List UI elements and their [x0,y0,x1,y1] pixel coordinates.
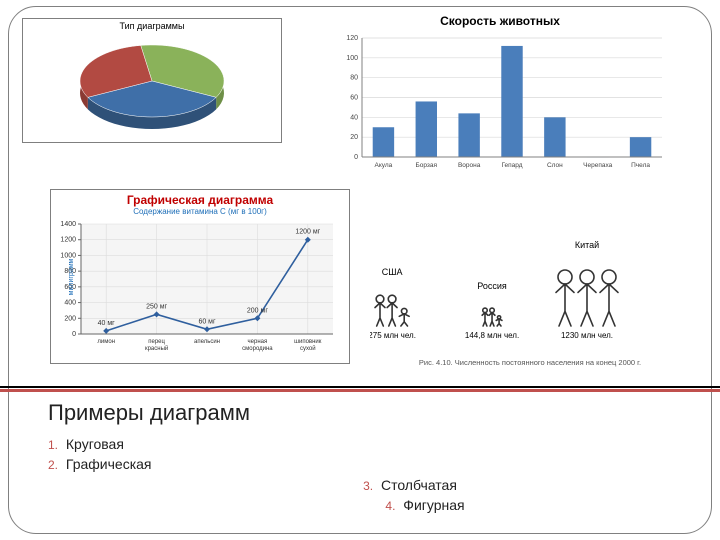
line-chart: 0200400600800100012001400лимонперецкрасн… [51,218,343,358]
svg-text:80: 80 [350,75,358,82]
svg-text:250 мг: 250 мг [146,303,167,310]
separator-line-bottom [0,389,720,392]
svg-text:60: 60 [350,95,358,102]
svg-text:0: 0 [354,154,358,161]
pie-title: Тип диаграммы [23,21,281,31]
list-item-label: Круговая [62,436,124,452]
svg-text:США: США [382,267,403,277]
svg-text:275 млн чел.: 275 млн чел. [370,331,416,340]
bar-title: Скорость животных [330,14,670,28]
list-item: 2. Графическая [48,454,672,474]
svg-text:144,8 млн чел.: 144,8 млн чел. [465,331,519,340]
line-y-axis-label: милиграмм [68,258,75,295]
line-chart-panel: Графическая диаграмма Содержание витамин… [50,189,350,364]
svg-text:Черепаха: Черепаха [583,162,612,169]
pictogram-caption: Рис. 4.10. Численность постоянного насел… [370,358,690,367]
list-item: 3. Столбчатая [48,475,672,495]
svg-text:Ворона: Ворона [458,162,481,169]
svg-text:шиповник: шиповник [294,339,322,345]
svg-text:красный: красный [145,345,168,352]
svg-text:Пчела: Пчела [631,162,650,169]
svg-text:400: 400 [64,300,76,307]
svg-text:Акула: Акула [375,162,393,169]
pictogram-panel: США 275 млн чел. Россия 144,8 млн чел. Китай… [370,194,690,369]
text-region: Примеры диаграмм 1. Круговая2. Графическ… [48,400,672,516]
svg-text:черная: черная [248,339,268,345]
bar-chart-panel: Скорость животных 0 20 40 60 80 100 120 Акула Бо… [330,14,670,179]
line-subtitle: Содержание витамина С (мг в 100г) [51,207,349,216]
svg-text:200: 200 [64,315,76,322]
list-item-label: Фигурная [399,497,464,513]
svg-text:Слон: Слон [547,162,563,169]
list-item: 4. Фигурная [48,495,672,515]
pie-chart [47,33,257,133]
bar-chart: 0 20 40 60 80 100 120 Акула Борзая Ворона Гепард Сл… [330,32,670,177]
svg-text:40: 40 [350,114,358,121]
svg-text:1200: 1200 [60,237,76,244]
line-title: Графическая диаграмма [51,193,349,207]
svg-text:Борзая: Борзая [416,162,438,169]
svg-text:апельсин: апельсин [194,339,220,345]
separator-rule [0,386,720,392]
svg-text:1200 мг: 1200 мг [295,229,320,236]
pie-chart-panel: Тип диаграммы [22,18,282,143]
main-title: Примеры диаграмм [48,400,672,426]
list-item: 1. Круговая [48,434,672,454]
svg-text:40 мг: 40 мг [98,320,116,327]
svg-text:20: 20 [350,134,358,141]
svg-text:60 мг: 60 мг [198,318,216,325]
svg-text:Россия: Россия [477,281,507,291]
list-item-label: Столбчатая [377,477,457,493]
svg-text:200 мг: 200 мг [247,307,268,314]
svg-text:перец: перец [148,339,165,345]
svg-text:120: 120 [346,35,358,42]
svg-text:лимон: лимон [97,339,115,345]
list-item-label: Графическая [62,456,151,472]
separator-line-top [0,386,720,388]
svg-text:0: 0 [72,331,76,338]
svg-text:100: 100 [346,55,358,62]
list-item-number: 4. [385,499,395,513]
pictogram-chart: США 275 млн чел. Россия 144,8 млн чел. Китай… [370,194,690,349]
diagram-types-list: 1. Круговая2. Графическая3. Столбчатая4.… [48,434,672,516]
list-item-number: 2. [48,458,58,472]
svg-text:1400: 1400 [60,221,76,228]
list-item-number: 3. [363,479,373,493]
svg-text:Китай: Китай [575,240,599,250]
svg-text:сухой: сухой [300,345,316,352]
svg-text:1230 млн чел.: 1230 млн чел. [561,331,613,340]
charts-region: Тип диаграммы Скорость животных 0 20 40 60 8… [20,14,700,379]
svg-text:смородина: смородина [242,346,273,352]
svg-text:Гепард: Гепард [501,162,522,169]
list-item-number: 1. [48,438,58,452]
